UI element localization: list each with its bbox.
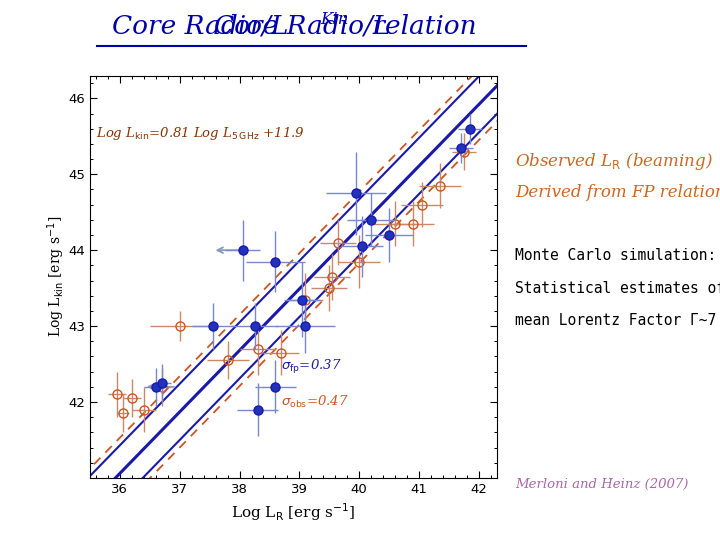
Text: Kin: Kin xyxy=(320,11,349,28)
Text: $\sigma_{\rm fp}$=0.37: $\sigma_{\rm fp}$=0.37 xyxy=(282,358,342,376)
Text: mean Lorentz Factor Γ~7: mean Lorentz Factor Γ~7 xyxy=(515,313,716,328)
Text: Monte Carlo simulation:: Monte Carlo simulation: xyxy=(515,248,716,264)
Text: Log L$_{\rm kin}$=0.81 Log L$_{5\,\rm GHz}$ +11.9: Log L$_{\rm kin}$=0.81 Log L$_{5\,\rm GH… xyxy=(96,125,305,142)
Text: Observed L$_{\rm R}$ (beaming): Observed L$_{\rm R}$ (beaming) xyxy=(515,151,713,172)
Text: Core Radio/L: Core Radio/L xyxy=(215,14,390,38)
Text: Derived from FP relation: Derived from FP relation xyxy=(515,184,720,200)
Y-axis label: Log L$_{\rm kin}$ [erg s$^{-1}$]: Log L$_{\rm kin}$ [erg s$^{-1}$] xyxy=(45,216,67,338)
Text: Core Radio/L: Core Radio/L xyxy=(112,14,288,38)
Text: Merloni and Heinz (2007): Merloni and Heinz (2007) xyxy=(515,478,688,491)
Text: relation: relation xyxy=(364,14,476,38)
Text: Statistical estimates of: Statistical estimates of xyxy=(515,281,720,296)
X-axis label: Log L$_{\rm R}$ [erg s$^{-1}$]: Log L$_{\rm R}$ [erg s$^{-1}$] xyxy=(231,501,356,523)
Text: $\sigma_{\rm obs}$=0.47: $\sigma_{\rm obs}$=0.47 xyxy=(282,394,349,410)
